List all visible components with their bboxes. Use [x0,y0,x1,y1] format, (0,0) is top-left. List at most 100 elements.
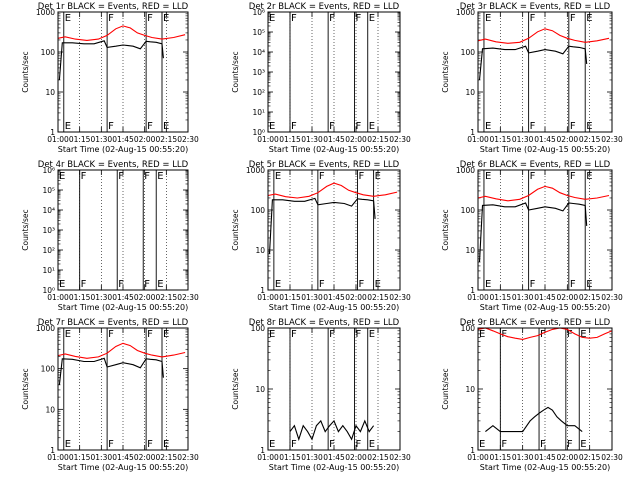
y-tick-label: 100 [251,206,266,215]
chart-title: Det 1r BLACK = Events, RED = LLD [38,2,189,12]
y-tick-label: 1 [470,128,475,137]
flag-label: F [147,121,153,132]
x-tick-label: 01:45 [323,453,345,462]
flag-label: E [275,279,281,290]
y-tick-label: 10⁵ [252,28,265,37]
x-tick-label: 02:30 [177,453,199,462]
flag-label-top: E [375,171,381,182]
y-tick-label: 10² [252,88,265,97]
flag-label-top: F [530,13,536,24]
flag-label-top: F [358,171,364,182]
x-tick-label: 01:45 [112,453,134,462]
x-tick-label: 02:15 [367,453,389,462]
plot-frame [477,169,613,291]
x-tick-label: 01:00 [47,453,69,462]
x-tick-label: 02:15 [579,135,601,144]
x-tick-label: 01:45 [534,453,556,462]
x-tick-label: 01:15 [279,453,301,462]
x-tick-label: 02:30 [601,453,623,462]
x-tick-label: 02:30 [389,293,411,302]
chart-title: Det 2r BLACK = Events, RED = LLD [249,2,400,12]
flag-label: E [586,121,592,132]
flag-label-top: F [356,13,362,24]
flag-label: E [269,439,275,450]
y-tick-label: 10⁴ [42,206,55,215]
flag-label: F [81,279,87,290]
x-tick-label: 01:15 [490,453,512,462]
series-line-events [478,202,588,263]
chart-title: Det 6r BLACK = Events, RED = LLD [460,160,611,170]
x-tick-label: 02:00 [345,135,367,144]
x-tick-label: 02:30 [389,135,411,144]
series-line-events [485,406,583,433]
chart-title: Det 7r BLACK = Events, RED = LLD [38,318,189,328]
flag-label: E [485,279,491,290]
x-tick-label: 02:15 [579,453,601,462]
flag-label: E [65,439,71,450]
flag-label: E [369,439,375,450]
x-tick-label: 01:15 [279,293,301,302]
flag-label: E [580,439,586,450]
chart-title: Det 8r BLACK = Events, RED = LLD [249,318,400,328]
flag-label: F [319,279,325,290]
x-tick-label: 01:15 [69,293,91,302]
y-axis-label: Counts/sec [231,209,240,250]
x-tick-label: 02:30 [389,453,411,462]
x-tick-label: 01:30 [91,135,113,144]
plot-frame [267,327,401,451]
y-tick-label: 1000 [36,324,55,333]
x-tick-label: 01:15 [69,453,91,462]
y-tick-label: 10¹ [42,266,55,275]
x-tick-label: 02:00 [557,453,579,462]
x-tick-label: 01:15 [490,135,512,144]
chart-title: Det 9r BLACK = Events, RED = LLD [460,318,611,328]
x-tick-label: 01:30 [301,293,323,302]
y-tick-label: 10⁶ [42,166,55,175]
flag-label-top: F [118,171,124,182]
flag-label-top: E [586,13,592,24]
x-tick-label: 02:15 [367,135,389,144]
plot-frame [267,169,401,291]
y-tick-label: 10 [45,405,55,414]
x-tick-label: 02:00 [557,293,579,302]
flag-label-top: E [369,13,375,24]
flag-label-top: E [163,329,169,340]
flag-label-top: E [269,329,275,340]
series-line-events [58,40,164,81]
flag-label: F [144,279,150,290]
chart-title: Det 4r BLACK = Events, RED = LLD [38,160,189,170]
flag-label-top: E [586,171,592,182]
flag-label-top: F [329,13,335,24]
flag-label: E [65,121,71,132]
y-tick-label: 1 [470,446,475,455]
y-tick-label: 1 [260,286,265,295]
flag-label-top: F [567,329,573,340]
series-line-lld [267,182,398,199]
x-axis-label: Start Time (02-Aug-15 00:55:20) [58,463,189,472]
y-axis-label: Counts/sec [21,51,30,92]
flag-label: E [479,439,485,450]
y-tick-label: 1 [50,128,55,137]
flag-label: F [147,439,153,450]
y-axis-label: Counts/sec [441,51,450,92]
y-axis-label: Counts/sec [21,209,30,250]
y-tick-label: 1000 [456,8,475,17]
flag-label-top: F [291,13,297,24]
plot-frame [57,327,189,451]
flag-label-top: F [147,13,153,24]
x-axis-label: Start Time (02-Aug-15 00:55:20) [269,145,400,154]
x-tick-label: 01:45 [323,135,345,144]
flag-label: E [586,279,592,290]
flag-label: E [485,121,491,132]
flag-label: F [118,279,124,290]
x-tick-label: 01:45 [112,135,134,144]
flag-label-top: F [147,329,153,340]
x-tick-label: 01:45 [112,293,134,302]
x-tick-label: 01:00 [467,293,489,302]
flag-label-top: E [59,171,65,182]
y-axis-label: Counts/sec [441,209,450,250]
y-axis-label: Counts/sec [231,368,240,409]
